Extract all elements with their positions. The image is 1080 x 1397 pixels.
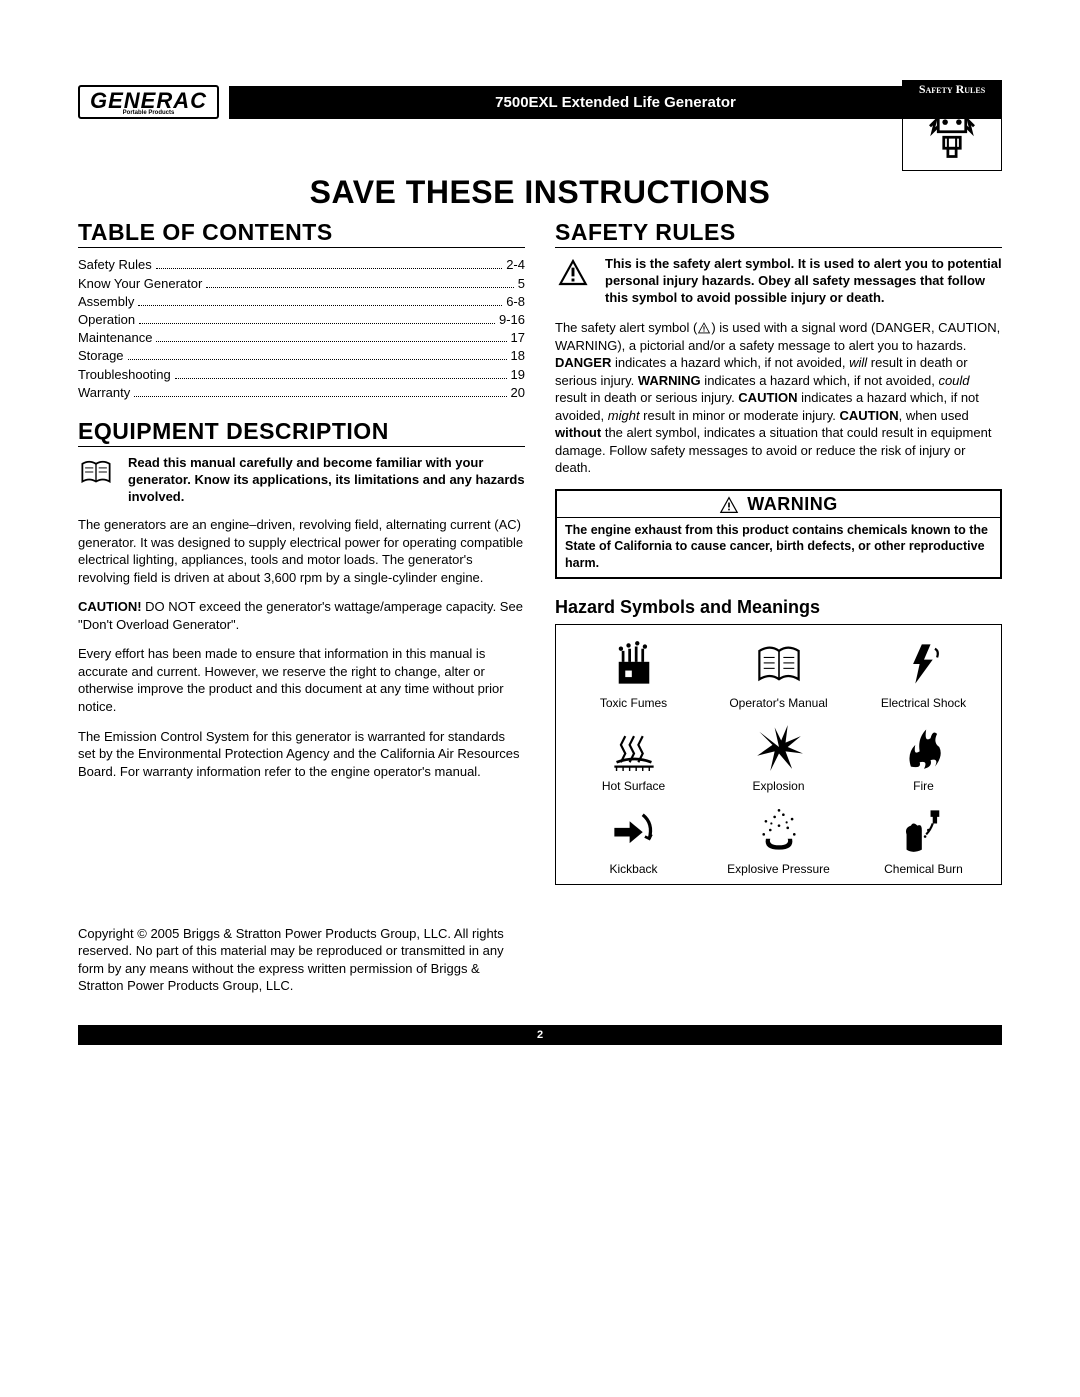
toc-row: Assembly 6-8 xyxy=(78,293,525,311)
copyright-notice: Copyright © 2005 Briggs & Stratton Power… xyxy=(78,925,518,995)
inline-alert-icon xyxy=(697,322,711,334)
hazard-cell: Fire xyxy=(856,720,991,793)
toc-label: Maintenance xyxy=(78,329,152,347)
toc-page: 20 xyxy=(511,384,525,402)
toc-row: Operation 9-16 xyxy=(78,311,525,329)
hazard-pressure-icon xyxy=(711,803,846,858)
toc-row: Troubleshooting 19 xyxy=(78,366,525,384)
hazard-cell: Explosion xyxy=(711,720,846,793)
toc-row: Storage 18 xyxy=(78,347,525,365)
toc-label: Safety Rules xyxy=(78,256,152,274)
document-title: 7500EXL Extended Life Generator xyxy=(229,86,1002,119)
hazard-label: Electrical Shock xyxy=(856,696,991,710)
equipment-p1: The generators are an engine–driven, rev… xyxy=(78,516,525,586)
toc-row: Maintenance 17 xyxy=(78,329,525,347)
toc-page: 5 xyxy=(518,275,525,293)
toc-label: Troubleshooting xyxy=(78,366,171,384)
generator-badge-icon xyxy=(902,99,1002,171)
safety-badge-label: Safety Rules xyxy=(902,80,1002,99)
logo: GENERAC Portable Products xyxy=(78,85,219,119)
safety-explanation: The safety alert symbol () is used with … xyxy=(555,319,1002,477)
warning-body: The engine exhaust from this product con… xyxy=(557,518,1000,577)
toc-label: Assembly xyxy=(78,293,134,311)
warning-box: WARNING The engine exhaust from this pro… xyxy=(555,489,1002,579)
hazard-cell: Chemical Burn xyxy=(856,803,991,876)
equipment-p2: CAUTION! DO NOT exceed the generator's w… xyxy=(78,598,525,633)
toc-page: 6-8 xyxy=(506,293,525,311)
hazard-kickback-icon xyxy=(566,803,701,858)
toc-row: Safety Rules 2-4 xyxy=(78,256,525,274)
hazard-label: Explosion xyxy=(711,779,846,793)
equipment-intro-text: Read this manual carefully and become fa… xyxy=(128,455,525,506)
hazard-symbols-heading: Hazard Symbols and Meanings xyxy=(555,597,1002,618)
hazard-label: Explosive Pressure xyxy=(711,862,846,876)
toc-label: Know Your Generator xyxy=(78,275,202,293)
hazard-label: Operator's Manual xyxy=(711,696,846,710)
toc-page: 2-4 xyxy=(506,256,525,274)
manual-icon xyxy=(78,455,118,506)
hazard-manual-icon xyxy=(711,637,846,692)
toc-label: Operation xyxy=(78,311,135,329)
safety-rules-badge: Safety Rules xyxy=(902,80,1002,171)
equipment-intro: Read this manual carefully and become fa… xyxy=(78,455,525,506)
hazard-cell: Operator's Manual xyxy=(711,637,846,710)
toc-list: Safety Rules2-4Know Your Generator5Assem… xyxy=(78,256,525,402)
hazard-shock-icon xyxy=(856,637,991,692)
hazard-cell: Electrical Shock xyxy=(856,637,991,710)
hazard-cell: Explosive Pressure xyxy=(711,803,846,876)
hazard-symbols-box: Toxic Fumes Operator's Manual Electrical S… xyxy=(555,624,1002,885)
hazard-label: Fire xyxy=(856,779,991,793)
toc-page: 19 xyxy=(511,366,525,384)
toc-page: 9-16 xyxy=(499,311,525,329)
header: GENERAC Portable Products 7500EXL Extend… xyxy=(78,85,1002,119)
toc-label: Storage xyxy=(78,347,124,365)
warning-triangle-icon xyxy=(719,496,739,514)
hazard-chemburn-icon xyxy=(856,803,991,858)
page-number: 2 xyxy=(529,1029,551,1041)
hazard-label: Chemical Burn xyxy=(856,862,991,876)
toc-page: 18 xyxy=(511,347,525,365)
warning-label: WARNING xyxy=(747,494,838,515)
toc-page: 17 xyxy=(511,329,525,347)
hazard-label: Toxic Fumes xyxy=(566,696,701,710)
toc-label: Warranty xyxy=(78,384,130,402)
safety-alert-intro: This is the safety alert symbol. It is u… xyxy=(555,256,1002,307)
hazard-fumes-icon xyxy=(566,637,701,692)
equipment-p4: The Emission Control System for this gen… xyxy=(78,728,525,781)
hazard-explosion-icon xyxy=(711,720,846,775)
footer: 2 xyxy=(78,1025,1002,1045)
safety-alert-intro-text: This is the safety alert symbol. It is u… xyxy=(605,256,1002,307)
hazard-fire-icon xyxy=(856,720,991,775)
toc-row: Know Your Generator 5 xyxy=(78,275,525,293)
toc-heading: Table of Contents xyxy=(78,219,525,248)
equipment-heading: Equipment Description xyxy=(78,418,525,447)
hazard-cell: Hot Surface xyxy=(566,720,701,793)
hazard-label: Kickback xyxy=(566,862,701,876)
main-heading: Save These Instructions xyxy=(78,174,1002,211)
equipment-p3: Every effort has been made to ensure tha… xyxy=(78,645,525,715)
logo-text: GENERAC xyxy=(90,90,207,112)
hazard-hot-icon xyxy=(566,720,701,775)
hazard-label: Hot Surface xyxy=(566,779,701,793)
hazard-cell: Toxic Fumes xyxy=(566,637,701,710)
safety-heading: Safety Rules xyxy=(555,219,1002,248)
alert-triangle-icon xyxy=(555,256,595,307)
toc-row: Warranty 20 xyxy=(78,384,525,402)
hazard-cell: Kickback xyxy=(566,803,701,876)
